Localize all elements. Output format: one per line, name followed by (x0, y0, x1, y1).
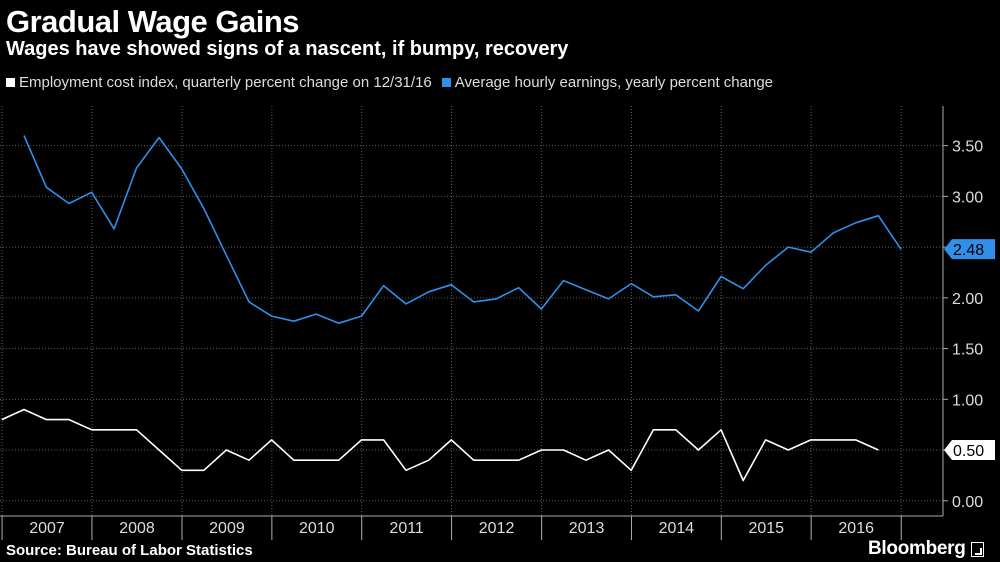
last-value-tag-average-hourly-earnings-shape (944, 239, 995, 260)
last-value-tag-average-hourly-earnings: 2.48 (944, 239, 995, 260)
x-tick-label: 2007 (29, 520, 65, 537)
last-value-tag-average-hourly-earnings-label: 2.48 (953, 242, 984, 259)
series-line-employment-cost-index (1, 408, 879, 482)
x-tick-label: 2012 (479, 520, 515, 537)
y-tick-label: 3.00 (952, 189, 983, 206)
source-note: Source: Bureau of Labor Statistics (6, 542, 253, 559)
legend-label-ecl: Employment cost index, quarterly percent… (19, 74, 432, 91)
x-tick-label: 2014 (659, 520, 695, 537)
chart-title: Gradual Wage Gains (6, 4, 300, 39)
y-tick-label: 1.00 (952, 392, 983, 409)
legend-swatch-ecl (6, 78, 15, 87)
y-tick-label: 2.00 (952, 291, 983, 308)
brand-logo: Bloomberg (868, 538, 984, 560)
last-value-tag-employment-cost-index-shape (944, 440, 995, 461)
grid-lines (0, 106, 943, 540)
x-tick-label: 2009 (209, 520, 245, 537)
legend-label-ahe: Average hourly earnings, yearly percent … (454, 74, 774, 91)
last-value-tag-employment-cost-index-label: 0.50 (953, 443, 984, 460)
x-tick-label: 2008 (119, 520, 155, 537)
y-tick-label: 1.50 (952, 342, 983, 359)
chart-subtitle: Wages have showed signs of a nascent, if… (6, 38, 569, 60)
legend-item-ahe: Average hourly earnings, yearly percent … (441, 74, 774, 91)
last-value-tags: 2.48 0.50 (944, 239, 995, 461)
series-line-average-hourly-earnings (23, 135, 902, 324)
brand-name: Bloomberg (868, 538, 966, 559)
x-tick-label: 2011 (389, 520, 424, 537)
x-tick-label: 2016 (838, 520, 874, 537)
x-tick-label: 2010 (299, 520, 335, 537)
series-lines (1, 135, 902, 482)
y-tick-label: 0.00 (952, 494, 983, 511)
y-tick-label: 3.50 (952, 139, 983, 156)
legend-item-ecl: Employment cost index, quarterly percent… (6, 74, 432, 91)
legend: Employment cost index, quarterly percent… (6, 74, 783, 91)
x-tick-label: 2015 (748, 520, 784, 537)
x-axis: 2007 2008 2009 2010 2011 2012 2013 2014 2015 2016 (0, 515, 943, 540)
last-value-tag-employment-cost-index: 0.50 (944, 440, 995, 461)
x-tick-label: 2013 (569, 520, 605, 537)
legend-swatch-ahe (441, 78, 451, 87)
bloomberg-terminal-icon (970, 541, 984, 557)
